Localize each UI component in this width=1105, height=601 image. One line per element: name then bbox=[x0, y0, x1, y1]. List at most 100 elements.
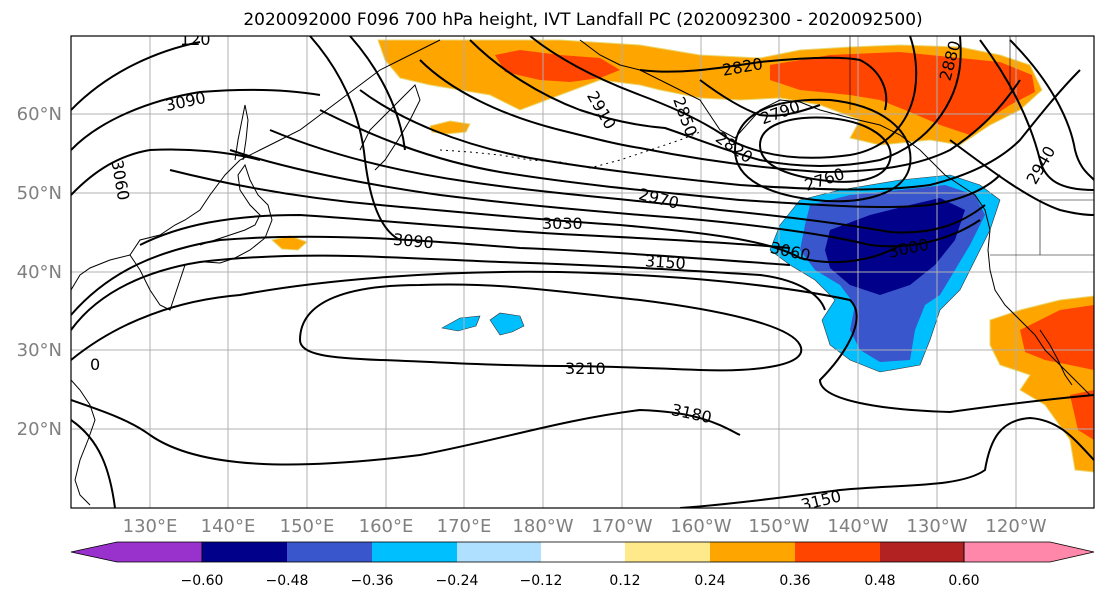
contour-label: 0 bbox=[90, 355, 100, 374]
map-frame bbox=[70, 35, 1095, 509]
alaska-coast bbox=[579, 39, 946, 176]
colorbar-segment-0 bbox=[70, 541, 203, 563]
lat-tick-label: 20°N bbox=[17, 419, 62, 440]
contour-2880 bbox=[469, 36, 962, 167]
colorbar-tick-label: −0.60 bbox=[181, 573, 224, 589]
contour-3060-west bbox=[71, 148, 261, 196]
colorbar-segment-5 bbox=[541, 542, 625, 562]
contour-2970 bbox=[319, 109, 1001, 209]
lon-tick-label: 160°W bbox=[670, 516, 731, 537]
colorbar-segment-6 bbox=[625, 542, 710, 562]
gridlines bbox=[71, 36, 1094, 508]
contour-3180-lower bbox=[71, 399, 741, 466]
contour-3090 bbox=[139, 213, 791, 249]
na-west-coast bbox=[944, 174, 1091, 396]
colorbar-tick-label: 0.24 bbox=[694, 573, 725, 589]
contour-3060 bbox=[169, 169, 901, 264]
lon-tick-label: 150°W bbox=[748, 516, 809, 537]
contour-ne-1 bbox=[979, 39, 1094, 191]
baja-coast bbox=[1039, 329, 1073, 386]
red-shading-south-2 bbox=[1070, 390, 1094, 440]
contour-2940 bbox=[359, 69, 1081, 191]
contour-3150-lower bbox=[679, 416, 1094, 508]
colorbar-tick-label: −0.24 bbox=[436, 573, 479, 589]
lat-tick-label: 60°N bbox=[17, 104, 62, 125]
colorbar-tick-label: 0.48 bbox=[864, 573, 895, 589]
colorbar-segment-8 bbox=[795, 542, 880, 562]
colorbar-segment-10 bbox=[963, 541, 1095, 563]
contour-ne-3 bbox=[949, 139, 1094, 216]
lon-tick-label: 120°W bbox=[985, 516, 1046, 537]
colorbar-segment-7 bbox=[710, 542, 795, 562]
contour-label: 3150 bbox=[644, 251, 686, 273]
colorbar-segment-3 bbox=[372, 542, 457, 562]
korea-coast bbox=[129, 254, 186, 311]
lon-tick-label: 180°W bbox=[512, 516, 573, 537]
contour-3090-west bbox=[71, 88, 321, 151]
colorbar-tick-label: −0.12 bbox=[520, 573, 563, 589]
colorbar-tick-label: −0.36 bbox=[351, 573, 394, 589]
colorbar-tick-label: −0.48 bbox=[266, 573, 309, 589]
contour-3120-west bbox=[71, 41, 201, 111]
philippines-coast bbox=[71, 379, 96, 506]
contour-3210 bbox=[298, 283, 803, 372]
colorbar-tick-labels: −0.60 −0.48 −0.36 −0.24 −0.12 0.12 0.24 … bbox=[181, 573, 980, 589]
contour-2910 bbox=[419, 59, 1021, 174]
contour-label: 3090 bbox=[392, 230, 434, 252]
asia-coast bbox=[71, 39, 441, 291]
figure-title: 2020092000 F096 700 hPa height, IVT Land… bbox=[243, 10, 922, 30]
contour-3150 bbox=[71, 254, 826, 331]
contour-3180 bbox=[71, 270, 1094, 414]
red-shading-south bbox=[1020, 305, 1094, 370]
contour-label: 120 bbox=[180, 30, 211, 49]
state-borders bbox=[849, 36, 1094, 256]
lon-tick-label: 140°E bbox=[201, 516, 256, 537]
lon-tick-labels: 130°E 140°E 150°E 160°E 170°E 180°W 170°… bbox=[123, 516, 1047, 537]
contour-2760-oval bbox=[758, 116, 892, 183]
lat-tick-label: 40°N bbox=[17, 262, 62, 283]
lon-tick-label: 160°E bbox=[359, 516, 414, 537]
contour-3030 bbox=[229, 149, 981, 248]
colorbar-frame bbox=[201, 541, 965, 563]
colorbar-segment-2 bbox=[287, 542, 372, 562]
lon-tick-label: 130°E bbox=[123, 516, 178, 537]
coastlines bbox=[71, 36, 1094, 506]
contour-3000 bbox=[269, 129, 986, 234]
aleutians bbox=[439, 131, 701, 169]
contour-2820 bbox=[639, 56, 888, 111]
lat-tick-label: 30°N bbox=[17, 340, 62, 361]
contour-2850 bbox=[529, 36, 918, 159]
japan-coast bbox=[199, 163, 273, 264]
contour-label: 3210 bbox=[565, 359, 606, 378]
colorbar-tick-label: 0.36 bbox=[779, 573, 810, 589]
height-contours bbox=[71, 36, 1094, 508]
orange-blob-small bbox=[429, 120, 471, 135]
contour-2790-oval bbox=[733, 98, 912, 203]
contour-west-low bbox=[71, 419, 116, 508]
lightblue-blob-2 bbox=[489, 312, 525, 336]
sakhalin-coast bbox=[234, 104, 249, 161]
contour-trough-nw-2 bbox=[349, 36, 406, 151]
lon-tick-label: 140°W bbox=[827, 516, 888, 537]
colorbar-segment-4 bbox=[457, 542, 541, 562]
contour-3120 bbox=[71, 235, 791, 316]
colorbar-segment-9 bbox=[880, 542, 964, 562]
lat-tick-labels: 20°N 30°N 40°N 50°N 60°N bbox=[17, 104, 62, 440]
contour-label: 3030 bbox=[542, 214, 583, 233]
colorbar-segment-1 bbox=[202, 542, 287, 562]
colorbar bbox=[70, 541, 1095, 563]
kamchatka-coast bbox=[359, 84, 421, 171]
lon-tick-label: 130°W bbox=[906, 516, 967, 537]
colorbar-tick-label: 0.60 bbox=[948, 573, 979, 589]
map-panel: 3090 3060 2820 2910 2850 2820 2760 2970 … bbox=[71, 30, 1094, 508]
contour-2790 bbox=[699, 79, 821, 117]
lat-tick-label: 50°N bbox=[17, 183, 62, 204]
contour-trough-nw bbox=[309, 36, 401, 241]
ivt-positive-north bbox=[270, 39, 1043, 251]
red-shading-north-left bbox=[495, 50, 620, 82]
colorbar-tick-label: 0.12 bbox=[609, 573, 640, 589]
lon-tick-label: 170°W bbox=[591, 516, 652, 537]
ivt-negative bbox=[441, 174, 1001, 373]
